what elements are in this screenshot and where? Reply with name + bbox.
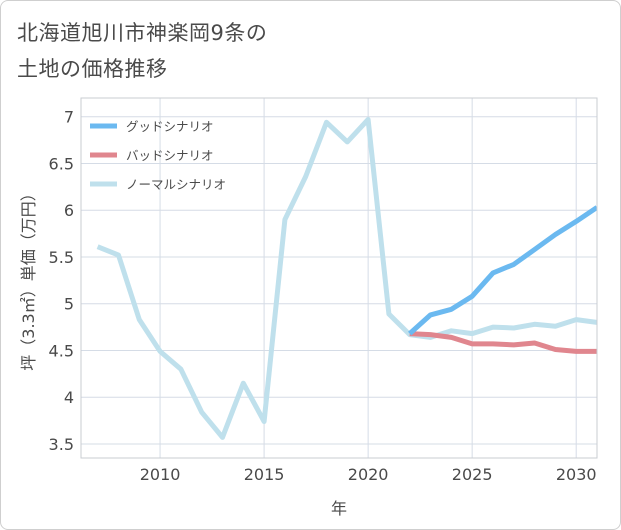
x-tick-label: 2025 [452, 465, 493, 484]
legend-label-2: ノーマルシナリオ [126, 177, 226, 192]
y-tick-label: 5 [64, 295, 74, 314]
y-tick-label: 7 [64, 108, 74, 127]
x-tick-label: 2020 [348, 465, 389, 484]
y-tick-label: 4.5 [49, 341, 74, 360]
series-line-2 [96, 117, 597, 440]
series-line-1 [409, 331, 597, 354]
series-layer [96, 117, 597, 440]
chart-title: 北海道旭川市神楽岡9条の 土地の価格推移 [17, 15, 357, 87]
y-tick-labels: 3.5 4 4.5 5 5.5 6 6.5 7 [49, 108, 74, 454]
series-line-0 [408, 205, 597, 336]
plot-frame [80, 97, 598, 459]
x-tick-label: 2010 [140, 465, 181, 484]
x-tick-label: 2015 [244, 465, 285, 484]
y-tick-label: 6 [64, 201, 74, 220]
chart-title-line-1: 北海道旭川市神楽岡9条の [17, 21, 268, 45]
y-tick-label: 4 [64, 388, 74, 407]
y-axis-title: 坪（3.3㎡）単価（万円） [19, 185, 38, 370]
x-tick-label: 2030 [556, 465, 597, 484]
legend-label-0: グッドシナリオ [126, 119, 214, 134]
y-tick-label: 6.5 [49, 154, 74, 173]
legend-label-1: バッドシナリオ [126, 148, 214, 163]
y-tick-label: 3.5 [49, 435, 74, 454]
grid-lines [81, 98, 597, 458]
x-tick-labels: 2010 2015 2020 2025 2030 [140, 465, 597, 484]
y-tick-label: 5.5 [49, 248, 74, 267]
chart-title-line-2: 土地の価格推移 [17, 57, 168, 81]
x-axis-title: 年 [331, 499, 347, 518]
